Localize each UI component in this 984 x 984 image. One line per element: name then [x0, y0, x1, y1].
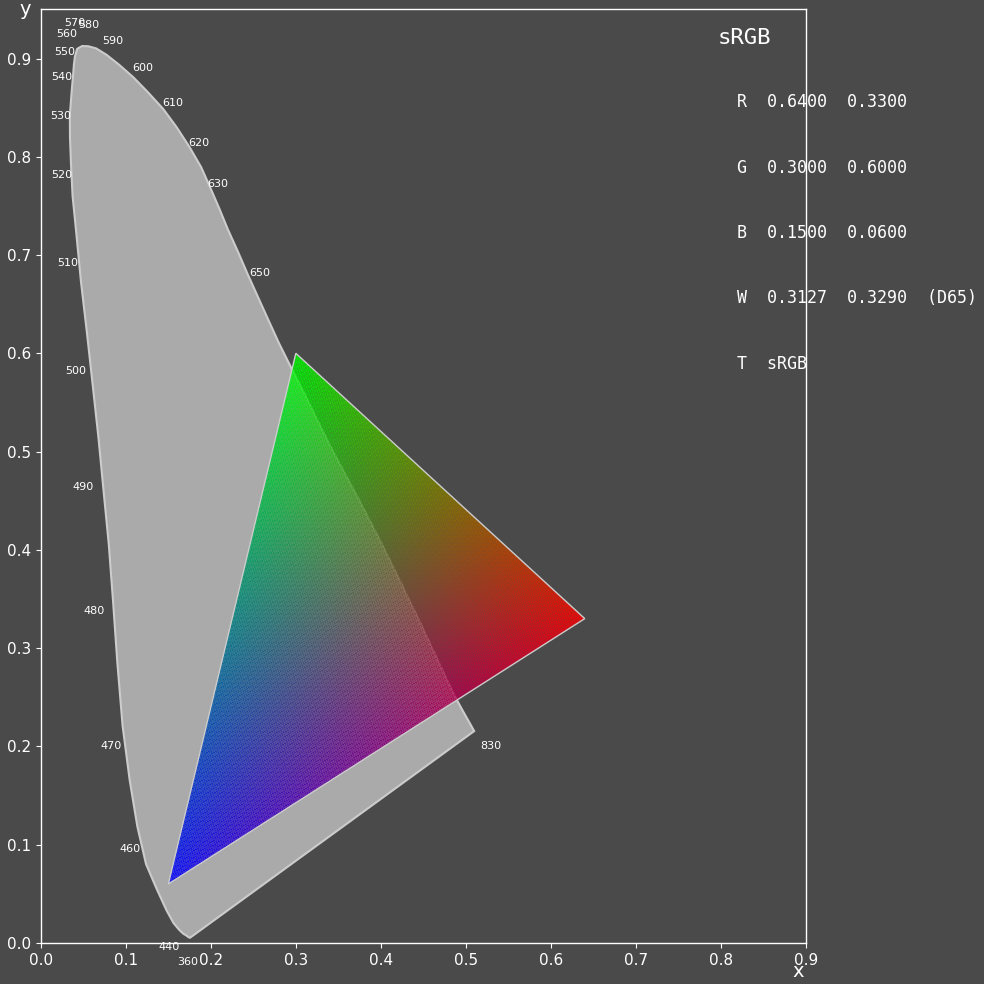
- Text: T  sRGB: T sRGB: [737, 355, 807, 373]
- Text: 360: 360: [177, 957, 198, 967]
- Text: 610: 610: [162, 98, 183, 108]
- Text: 530: 530: [50, 110, 71, 121]
- Text: 540: 540: [51, 72, 73, 82]
- Text: 440: 440: [158, 942, 180, 953]
- Text: 500: 500: [66, 366, 87, 376]
- Text: 620: 620: [188, 138, 209, 148]
- Text: sRGB: sRGB: [717, 28, 771, 48]
- Text: 630: 630: [208, 179, 228, 189]
- Text: 590: 590: [102, 36, 124, 46]
- Text: 830: 830: [480, 741, 502, 751]
- Text: 520: 520: [51, 170, 72, 180]
- X-axis label: x: x: [792, 961, 804, 981]
- Text: 560: 560: [56, 29, 78, 38]
- Text: R  0.6400  0.3300: R 0.6400 0.3300: [737, 93, 907, 111]
- Text: 600: 600: [132, 63, 153, 73]
- Text: B  0.1500  0.0600: B 0.1500 0.0600: [737, 224, 907, 242]
- Polygon shape: [70, 46, 474, 938]
- Text: 510: 510: [57, 258, 79, 268]
- Text: 570: 570: [64, 18, 86, 29]
- Text: 650: 650: [250, 268, 271, 277]
- Text: 460: 460: [119, 844, 141, 854]
- Text: 470: 470: [100, 741, 121, 751]
- Text: 580: 580: [79, 21, 99, 31]
- Text: 490: 490: [72, 481, 93, 492]
- Text: 550: 550: [54, 46, 75, 57]
- Text: 480: 480: [84, 606, 105, 616]
- Text: W  0.3127  0.3290  (D65): W 0.3127 0.3290 (D65): [737, 289, 977, 307]
- Y-axis label: y: y: [20, 0, 31, 19]
- Text: G  0.3000  0.6000: G 0.3000 0.6000: [737, 158, 907, 177]
